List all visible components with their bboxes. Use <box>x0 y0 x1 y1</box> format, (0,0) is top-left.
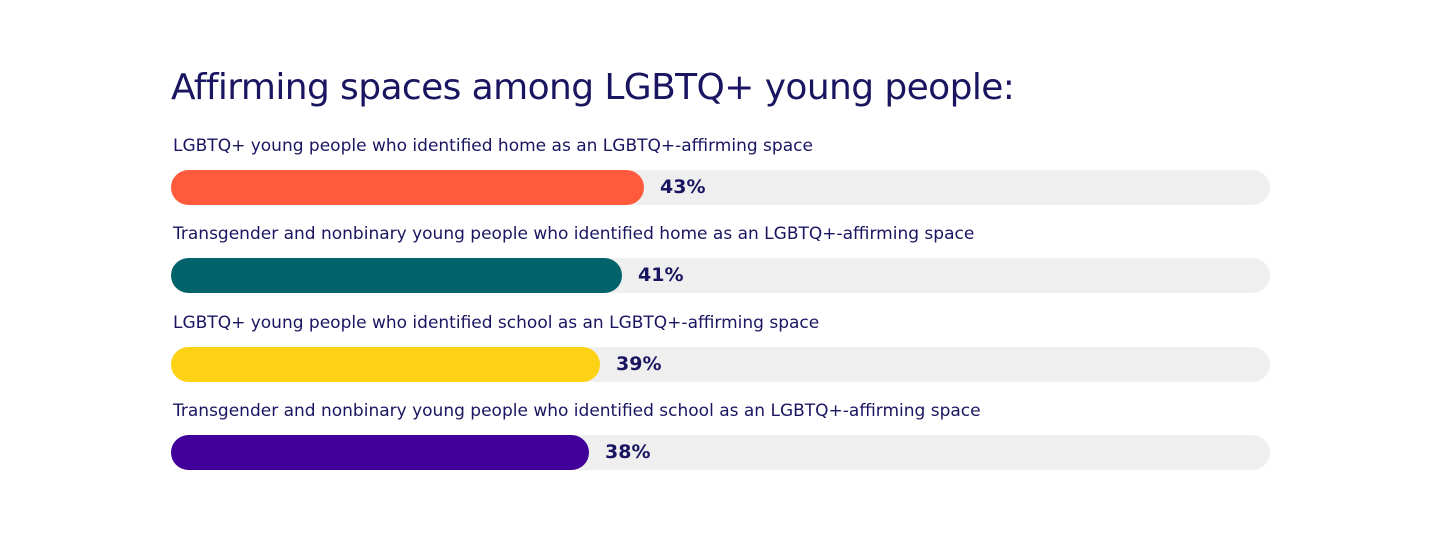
bar-fill <box>171 258 622 293</box>
chart-title: Affirming spaces among LGBTQ+ young peop… <box>171 67 1015 108</box>
bar-value-label: 43% <box>660 176 706 198</box>
bar-fill <box>171 435 589 470</box>
bar-row: Transgender and nonbinary young people w… <box>171 222 1270 302</box>
bar-row: LGBTQ+ young people who identified home … <box>171 134 1270 214</box>
bar-label: LGBTQ+ young people who identified home … <box>173 136 813 156</box>
bar-track <box>171 435 1270 470</box>
bar-fill <box>171 170 644 205</box>
bar-track <box>171 258 1270 293</box>
bar-label: Transgender and nonbinary young people w… <box>173 401 981 421</box>
bar-value-label: 39% <box>616 353 662 375</box>
bar-row: Transgender and nonbinary young people w… <box>171 399 1270 479</box>
bar-row: LGBTQ+ young people who identified schoo… <box>171 311 1270 391</box>
bar-label: Transgender and nonbinary young people w… <box>173 224 975 244</box>
bar-label: LGBTQ+ young people who identified schoo… <box>173 313 820 333</box>
bar-fill <box>171 347 600 382</box>
bar-track <box>171 347 1270 382</box>
bar-value-label: 38% <box>605 441 651 463</box>
bar-value-label: 41% <box>638 264 684 286</box>
bar-track <box>171 170 1270 205</box>
